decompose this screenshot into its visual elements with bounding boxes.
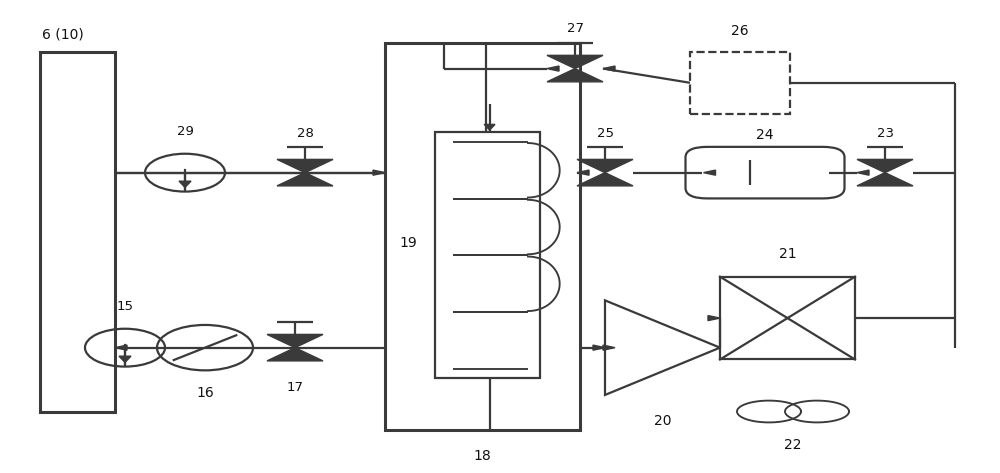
Polygon shape (547, 66, 559, 71)
Text: 23: 23 (876, 127, 894, 140)
Polygon shape (708, 315, 720, 321)
Text: 19: 19 (399, 236, 417, 250)
Bar (385, 43, 580, 430)
Polygon shape (547, 55, 603, 69)
Polygon shape (577, 173, 633, 186)
Polygon shape (857, 170, 869, 175)
Text: 17: 17 (287, 381, 304, 394)
Text: 18: 18 (474, 449, 491, 464)
Polygon shape (593, 345, 605, 350)
Text: 24: 24 (756, 128, 774, 141)
Polygon shape (267, 334, 323, 348)
Text: 27: 27 (566, 23, 584, 35)
Polygon shape (277, 159, 333, 173)
Text: 20: 20 (654, 414, 671, 428)
Bar (720, 277, 855, 359)
Polygon shape (373, 170, 385, 175)
Text: 28: 28 (297, 127, 313, 140)
Polygon shape (277, 173, 333, 186)
Polygon shape (603, 345, 615, 350)
Polygon shape (547, 69, 603, 82)
Text: 26: 26 (731, 24, 749, 38)
Bar (40, 52, 115, 412)
Polygon shape (484, 124, 495, 130)
Text: 16: 16 (196, 386, 214, 400)
Text: 22: 22 (784, 438, 802, 452)
Polygon shape (704, 170, 716, 175)
Bar (690, 52, 790, 114)
Polygon shape (577, 170, 589, 175)
Polygon shape (179, 181, 191, 187)
Text: 29: 29 (177, 124, 193, 138)
Polygon shape (857, 173, 913, 186)
Text: 21: 21 (779, 247, 796, 261)
Polygon shape (119, 356, 131, 362)
Polygon shape (577, 159, 633, 173)
Polygon shape (857, 159, 913, 173)
Text: 15: 15 (116, 299, 134, 313)
Polygon shape (115, 345, 127, 350)
Polygon shape (267, 348, 323, 361)
Polygon shape (603, 66, 615, 71)
Text: 25: 25 (596, 127, 614, 140)
Text: 6 (10): 6 (10) (42, 27, 84, 41)
Bar (435, 132, 540, 378)
